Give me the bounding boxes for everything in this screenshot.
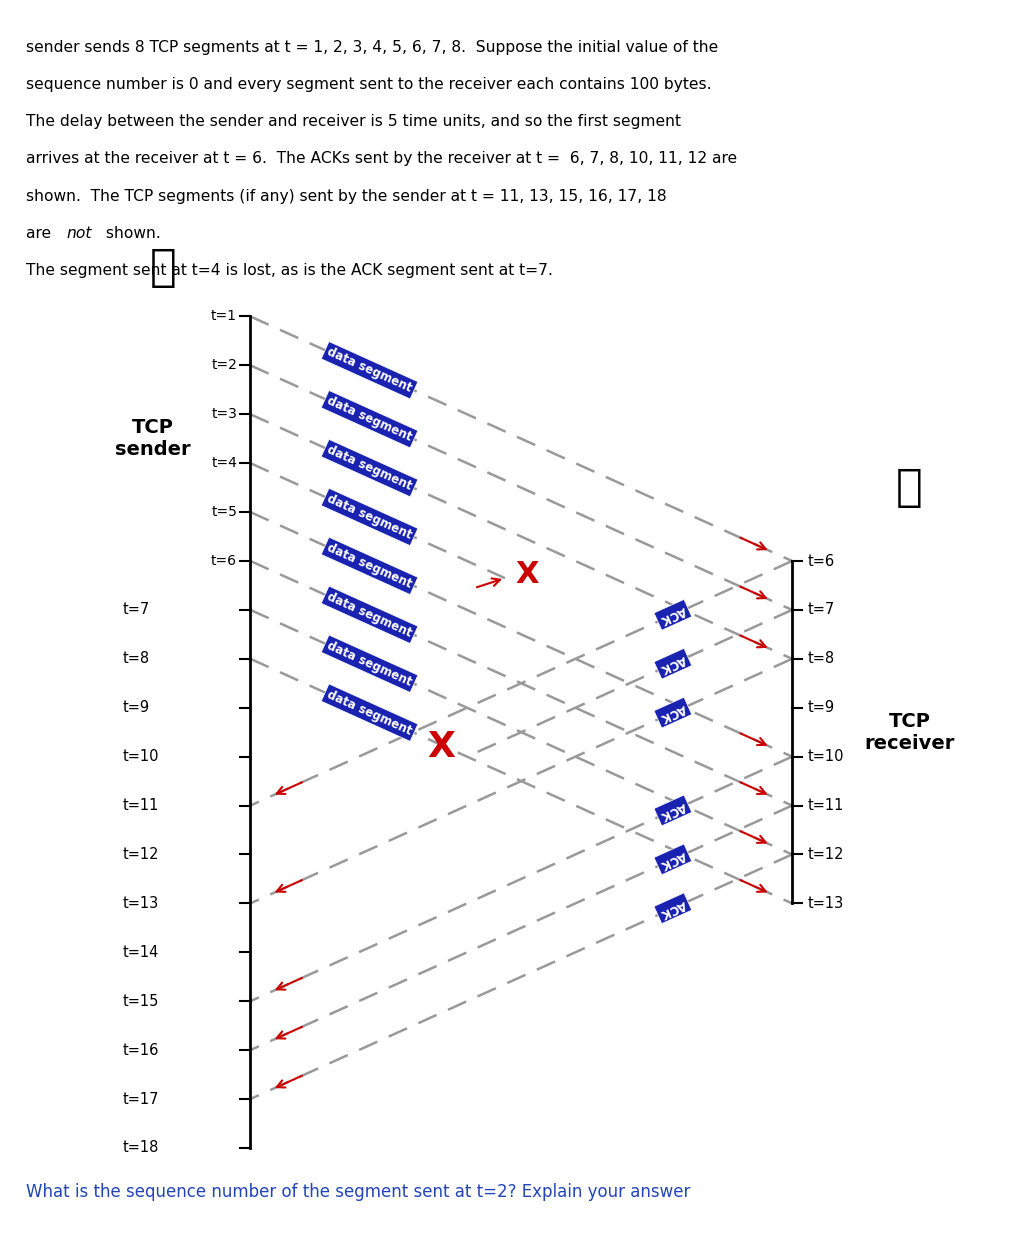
Text: t=10: t=10 bbox=[807, 750, 844, 764]
Text: data segment: data segment bbox=[325, 345, 414, 395]
Text: t=10: t=10 bbox=[123, 750, 159, 764]
Text: t=13: t=13 bbox=[807, 896, 843, 911]
Text: 🖥: 🖥 bbox=[896, 467, 923, 509]
Text: data segment: data segment bbox=[325, 493, 414, 542]
Text: sequence number is 0 and every segment sent to the receiver each contains 100 by: sequence number is 0 and every segment s… bbox=[26, 77, 711, 92]
Text: t=7: t=7 bbox=[123, 602, 150, 618]
Text: ACK: ACK bbox=[658, 848, 688, 871]
Text: data segment: data segment bbox=[325, 443, 414, 493]
Text: t=1: t=1 bbox=[212, 309, 237, 324]
Text: The delay between the sender and receiver is 5 time units, and so the first segm: The delay between the sender and receive… bbox=[26, 114, 681, 129]
Text: t=11: t=11 bbox=[807, 798, 844, 813]
Text: What is the sequence number of the segment sent at t=2? Explain your answer: What is the sequence number of the segme… bbox=[26, 1183, 690, 1201]
Text: ACK: ACK bbox=[658, 653, 688, 675]
Text: t=9: t=9 bbox=[807, 700, 835, 715]
Text: shown.  The TCP segments (if any) sent by the sender at t = 11, 13, 15, 16, 17, : shown. The TCP segments (if any) sent by… bbox=[26, 189, 666, 204]
Text: X: X bbox=[427, 730, 456, 763]
Text: t=4: t=4 bbox=[212, 457, 237, 470]
Text: t=9: t=9 bbox=[123, 700, 150, 715]
Text: t=12: t=12 bbox=[123, 846, 159, 862]
Text: data segment: data segment bbox=[325, 395, 414, 444]
Text: data segment: data segment bbox=[325, 688, 414, 737]
Text: t=2: t=2 bbox=[212, 359, 237, 372]
Text: X: X bbox=[516, 560, 540, 589]
Text: t=5: t=5 bbox=[212, 505, 237, 519]
Text: TCP
receiver: TCP receiver bbox=[865, 711, 955, 753]
Text: ACK: ACK bbox=[658, 701, 688, 724]
Text: t=11: t=11 bbox=[123, 798, 159, 813]
Text: t=18: t=18 bbox=[123, 1140, 159, 1155]
Text: t=16: t=16 bbox=[123, 1042, 159, 1057]
Text: not: not bbox=[66, 226, 92, 241]
Text: data segment: data segment bbox=[325, 589, 414, 639]
Text: t=8: t=8 bbox=[807, 652, 835, 666]
Text: arrives at the receiver at t = 6.  The ACKs sent by the receiver at t =  6, 7, 8: arrives at the receiver at t = 6. The AC… bbox=[26, 151, 737, 166]
Text: t=3: t=3 bbox=[212, 407, 237, 421]
Text: ACK: ACK bbox=[658, 799, 688, 822]
Text: TCP
sender: TCP sender bbox=[115, 418, 191, 459]
Text: ACK: ACK bbox=[658, 897, 688, 920]
Text: t=8: t=8 bbox=[123, 652, 150, 666]
Text: 🖥: 🖥 bbox=[150, 246, 177, 289]
Text: t=7: t=7 bbox=[807, 602, 835, 618]
Text: sender sends 8 TCP segments at t = 1, 2, 3, 4, 5, 6, 7, 8.  Suppose the initial : sender sends 8 TCP segments at t = 1, 2,… bbox=[26, 40, 717, 55]
Text: t=6: t=6 bbox=[212, 553, 237, 568]
Text: ACK: ACK bbox=[658, 603, 688, 627]
Text: t=14: t=14 bbox=[123, 944, 159, 959]
Text: data segment: data segment bbox=[325, 541, 414, 591]
Text: t=17: t=17 bbox=[123, 1092, 159, 1107]
Text: t=12: t=12 bbox=[807, 846, 844, 862]
Text: t=6: t=6 bbox=[807, 553, 835, 568]
Text: data segment: data segment bbox=[325, 639, 414, 689]
Text: are: are bbox=[26, 226, 55, 241]
Text: shown.: shown. bbox=[101, 226, 160, 241]
Text: The segment sent at t=4 is lost, as is the ACK segment sent at t=7.: The segment sent at t=4 is lost, as is t… bbox=[26, 263, 553, 278]
Text: t=13: t=13 bbox=[123, 896, 158, 911]
Text: t=15: t=15 bbox=[123, 994, 159, 1009]
